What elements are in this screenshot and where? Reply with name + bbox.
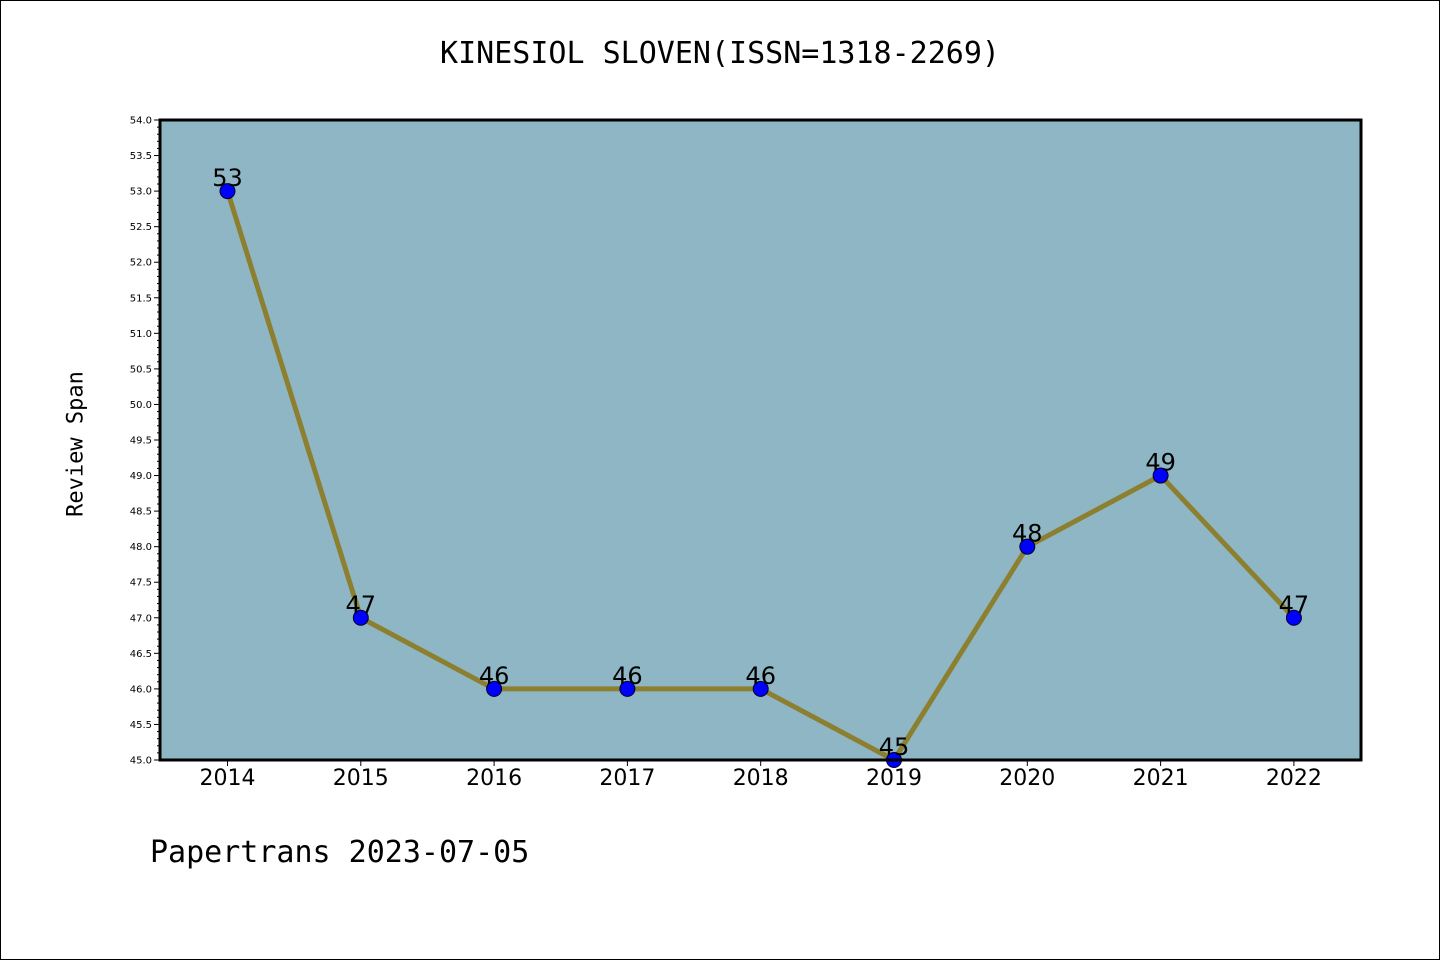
footer-credit: Papertrans 2023-07-05 — [150, 835, 530, 870]
y-tick-label: 46.5 — [130, 649, 152, 660]
data-point — [1285, 609, 1302, 626]
data-point — [486, 680, 503, 697]
y-tick-label: 52.5 — [130, 222, 152, 233]
x-tick-label: 2018 — [733, 766, 789, 791]
data-label: 46 — [479, 662, 510, 690]
data-label: 46 — [612, 662, 643, 690]
x-tick-label: 2016 — [466, 766, 522, 791]
y-tick-label: 49.0 — [130, 471, 152, 482]
data-label: 49 — [1145, 449, 1176, 477]
y-tick-label: 47.0 — [130, 613, 152, 624]
x-tick-label: 2020 — [999, 766, 1055, 791]
data-label: 46 — [745, 662, 776, 690]
x-tick-label: 2019 — [866, 766, 922, 791]
y-tick-label: 50.0 — [130, 400, 152, 411]
data-label: 45 — [879, 733, 910, 761]
x-tick-label: 2017 — [599, 766, 655, 791]
x-tick-label: 2015 — [333, 766, 389, 791]
y-tick-label: 48.5 — [130, 507, 152, 518]
data-point — [352, 609, 369, 626]
y-tick-label: 52.0 — [130, 258, 152, 269]
y-tick-label: 53.0 — [130, 187, 152, 198]
x-tick-label: 2021 — [1133, 766, 1189, 791]
data-label: 47 — [346, 591, 377, 619]
y-tick-label: 46.0 — [130, 684, 152, 695]
plot-area — [160, 120, 1361, 760]
plot-border — [158, 118, 1363, 762]
y-tick-label: 47.5 — [130, 578, 152, 589]
x-tick-label: 2014 — [200, 766, 256, 791]
y-tick-label: 54.0 — [130, 116, 152, 127]
y-tick-label: 51.5 — [130, 293, 152, 304]
y-tick-label: 45.0 — [130, 756, 152, 767]
data-label: 53 — [212, 164, 243, 192]
y-tick-label: 53.5 — [130, 151, 152, 162]
data-point — [752, 680, 769, 697]
data-point — [219, 183, 236, 200]
data-point — [1019, 538, 1036, 555]
y-tick-label: 49.5 — [130, 436, 152, 447]
chart-title: KINESIOL SLOVEN(ISSN=1318-2269) — [440, 36, 1000, 71]
data-label: 48 — [1012, 520, 1043, 548]
data-label: 47 — [1279, 591, 1310, 619]
y-tick-label: 45.5 — [130, 720, 152, 731]
y-tick-label: 48.0 — [130, 542, 152, 553]
y-tick-label: 51.0 — [130, 329, 152, 340]
data-point — [619, 680, 636, 697]
data-point — [1152, 467, 1169, 484]
x-tick-label: 2022 — [1266, 766, 1322, 791]
y-tick-label: 50.5 — [130, 364, 152, 375]
